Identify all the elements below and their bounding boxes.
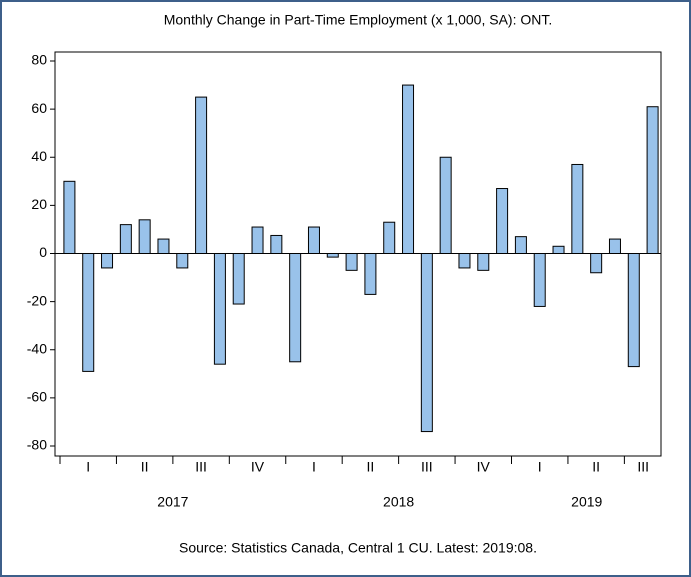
bar [402, 84, 415, 254]
x-quarter-label: I [538, 459, 542, 475]
bar [270, 234, 283, 254]
x-quarter-label: I [86, 459, 90, 475]
y-tick-label: -80 [27, 437, 47, 453]
x-quarter-label: III [637, 459, 649, 475]
x-quarter-label: IV [251, 459, 265, 475]
bar [213, 253, 226, 365]
bar [514, 236, 527, 254]
bar [590, 253, 603, 274]
bar [176, 253, 189, 269]
bar [101, 253, 114, 269]
x-quarter-label: II [592, 459, 600, 475]
x-quarter-label: II [141, 459, 149, 475]
x-quarter-label: III [421, 459, 433, 475]
source-note: Source: Statistics Canada, Central 1 CU.… [179, 540, 537, 556]
x-quarter-label: II [367, 459, 375, 475]
x-quarter-label: III [195, 459, 207, 475]
y-tick-label: 80 [31, 52, 47, 68]
bar [646, 106, 659, 254]
bar [496, 188, 509, 254]
x-year-label: 2017 [157, 494, 188, 510]
bar [571, 163, 584, 254]
bar [307, 226, 320, 254]
chart-title: Monthly Change in Part-Time Employment (… [164, 12, 553, 28]
bar [552, 245, 565, 254]
bar [383, 221, 396, 254]
x-quarter-label: IV [477, 459, 491, 475]
bar [608, 238, 621, 254]
bar [458, 253, 471, 269]
bar [420, 253, 433, 433]
bar [289, 253, 302, 363]
bar [157, 238, 170, 254]
y-tick-label: 40 [31, 148, 47, 164]
y-tick-label: -60 [27, 389, 47, 405]
bar [477, 253, 490, 271]
x-quarter-label: I [312, 459, 316, 475]
y-tick-label: 0 [39, 244, 47, 260]
bar [232, 253, 245, 305]
bar [82, 253, 95, 372]
bar [627, 253, 640, 368]
bar [138, 219, 151, 254]
bar [326, 253, 339, 258]
bar [439, 156, 452, 254]
x-year-label: 2019 [571, 494, 602, 510]
bar [364, 253, 377, 295]
y-tick-label: 60 [31, 100, 47, 116]
bar [119, 224, 132, 254]
y-tick-label: -40 [27, 340, 47, 356]
bar [63, 180, 76, 254]
x-year-label: 2018 [383, 494, 414, 510]
y-tick-label: 20 [31, 196, 47, 212]
bar [195, 96, 208, 254]
bar [251, 226, 264, 254]
bar [345, 253, 358, 271]
y-tick-label: -20 [27, 292, 47, 308]
bar [533, 253, 546, 307]
